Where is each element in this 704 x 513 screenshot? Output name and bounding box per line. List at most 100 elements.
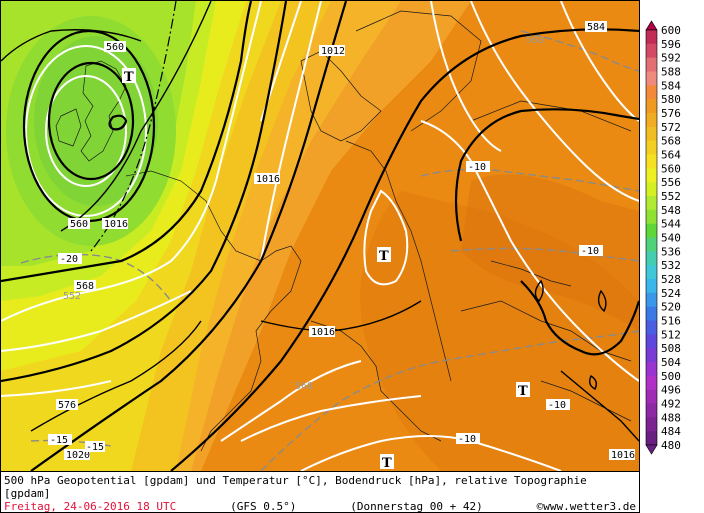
legend-level-label: 480 — [661, 439, 681, 452]
legend-level-label: 524 — [661, 287, 681, 300]
legend-swatch — [646, 334, 657, 349]
legend-arrow-bottom — [645, 444, 658, 455]
low-pressure-center: T — [382, 456, 392, 471]
geopotential-label: 584 — [587, 22, 605, 33]
legend-swatch — [646, 140, 657, 155]
legend-level-label: 484 — [661, 425, 681, 438]
pressure-label: 1012 — [321, 46, 345, 57]
pressure-label: 1016 — [256, 174, 280, 185]
geopotential-label: 568 — [76, 281, 94, 292]
legend-level-label: 544 — [661, 218, 681, 231]
legend-level-label: 560 — [661, 162, 681, 175]
legend-level-label: 584 — [661, 79, 681, 92]
credit-link[interactable]: ©www.wetter3.de — [536, 500, 636, 513]
legend-level-label: 532 — [661, 259, 681, 272]
temperature-label: -15 — [50, 435, 68, 446]
legend-swatch — [646, 320, 657, 335]
pressure-centers: T T T T — [122, 68, 530, 471]
legend-level-label: 504 — [661, 356, 681, 369]
legend-swatch — [646, 237, 657, 252]
low-pressure-center: T — [124, 70, 134, 85]
temperature-label: -15 — [86, 442, 104, 453]
geopotential-label: 576 — [58, 400, 76, 411]
legend-level-label: 508 — [661, 342, 681, 355]
legend-level-label: 516 — [661, 315, 681, 328]
legend-level-label: 600 — [661, 24, 681, 37]
temperature-label: -10 — [581, 246, 599, 257]
legend-level-label: 588 — [661, 66, 681, 79]
legend-level-label: 564 — [661, 149, 681, 162]
caption-description: 500 hPa Geopotential [gpdam] und Tempera… — [4, 474, 587, 500]
legend-level-label: 492 — [661, 398, 681, 411]
legend-swatch — [646, 348, 657, 363]
legend-level-label: 496 — [661, 384, 681, 397]
color-legend: 600 596 592 588 584 580 576 572 568 564 560 556 552 5… — [640, 20, 704, 460]
legend-level-label: 512 — [661, 328, 681, 341]
legend-scale: 6005965925885845805765725685645605565525… — [645, 20, 681, 455]
temperature-label: -10 — [548, 400, 566, 411]
legend-swatch — [646, 223, 657, 238]
model-run: (Donnerstag 00 + 42) — [350, 500, 483, 513]
legend-arrow-top — [645, 20, 658, 31]
legend-level-label: 580 — [661, 93, 681, 106]
legend-level-label: 500 — [661, 370, 681, 383]
legend-swatch — [646, 389, 657, 404]
low-pressure-center: T — [518, 384, 528, 399]
geopotential-label: 560 — [70, 219, 88, 230]
weather-map: 1012 1016 1016 1016 1016 1020 560 560 56… — [0, 0, 640, 472]
geopotential-label: 568 — [295, 381, 313, 392]
trough-lines — [90, 1, 177, 252]
band-east — [461, 174, 639, 331]
legend-swatch — [646, 196, 657, 211]
legend-level-label: 528 — [661, 273, 681, 286]
legend-level-label: 556 — [661, 176, 681, 189]
legend-swatch — [646, 417, 657, 432]
legend-swatch — [646, 154, 657, 169]
legend-swatch — [646, 168, 657, 183]
temperature-labels: -10 -10 -10 -10 -15 -15 -20 — [48, 161, 603, 453]
legend-level-label: 548 — [661, 204, 681, 217]
valid-date: Freitag, 24-06-2016 18 UTC — [4, 500, 177, 513]
legend-level-label: 576 — [661, 107, 681, 120]
legend-swatch — [646, 209, 657, 224]
legend-swatch — [646, 292, 657, 307]
legend-level-label: 592 — [661, 52, 681, 65]
pressure-label: 1016 — [104, 219, 128, 230]
legend-level-label: 540 — [661, 232, 681, 245]
legend-level-label: 520 — [661, 301, 681, 314]
pressure-label: 1020 — [66, 450, 90, 461]
legend-swatch — [646, 251, 657, 266]
temperature-label: -10 — [468, 162, 486, 173]
low-pressure-center: T — [379, 249, 389, 264]
map-caption: 500 hPa Geopotential [gpdam] und Tempera… — [0, 472, 640, 513]
legend-swatch — [646, 265, 657, 280]
legend-level-label: 552 — [661, 190, 681, 203]
legend-swatch — [646, 375, 657, 390]
pressure-labels: 1012 1016 1016 1016 1016 1020 — [64, 45, 635, 461]
legend-swatch — [646, 431, 657, 446]
pressure-label: 1016 — [611, 450, 635, 461]
legend-level-label: 536 — [661, 245, 681, 258]
legend-swatch — [646, 182, 657, 197]
legend-level-label: 488 — [661, 411, 681, 424]
legend-swatch — [646, 71, 657, 86]
geopotential-label: 552 — [63, 291, 81, 302]
legend-level-label: 572 — [661, 121, 681, 134]
legend-swatch — [646, 43, 657, 58]
legend-swatch — [646, 403, 657, 418]
isotherms — [20, 30, 639, 471]
coastlines — [55, 10, 632, 452]
legend-swatch — [646, 126, 657, 141]
legend-swatch — [646, 362, 657, 377]
pressure-label: 1016 — [311, 327, 335, 338]
legend-level-label: 568 — [661, 135, 681, 148]
legend-level-label: 596 — [661, 38, 681, 51]
geopotential-labels: 560 560 568 576 584 568 568 552 — [56, 21, 607, 411]
geopotential-contours — [1, 1, 639, 471]
geopotential-label: 568 — [526, 35, 544, 46]
legend-swatch — [646, 30, 657, 45]
legend-swatch — [646, 85, 657, 100]
legend-swatch — [646, 113, 657, 128]
temperature-label: -20 — [60, 254, 78, 265]
model-name: (GFS 0.5°) — [230, 500, 297, 513]
